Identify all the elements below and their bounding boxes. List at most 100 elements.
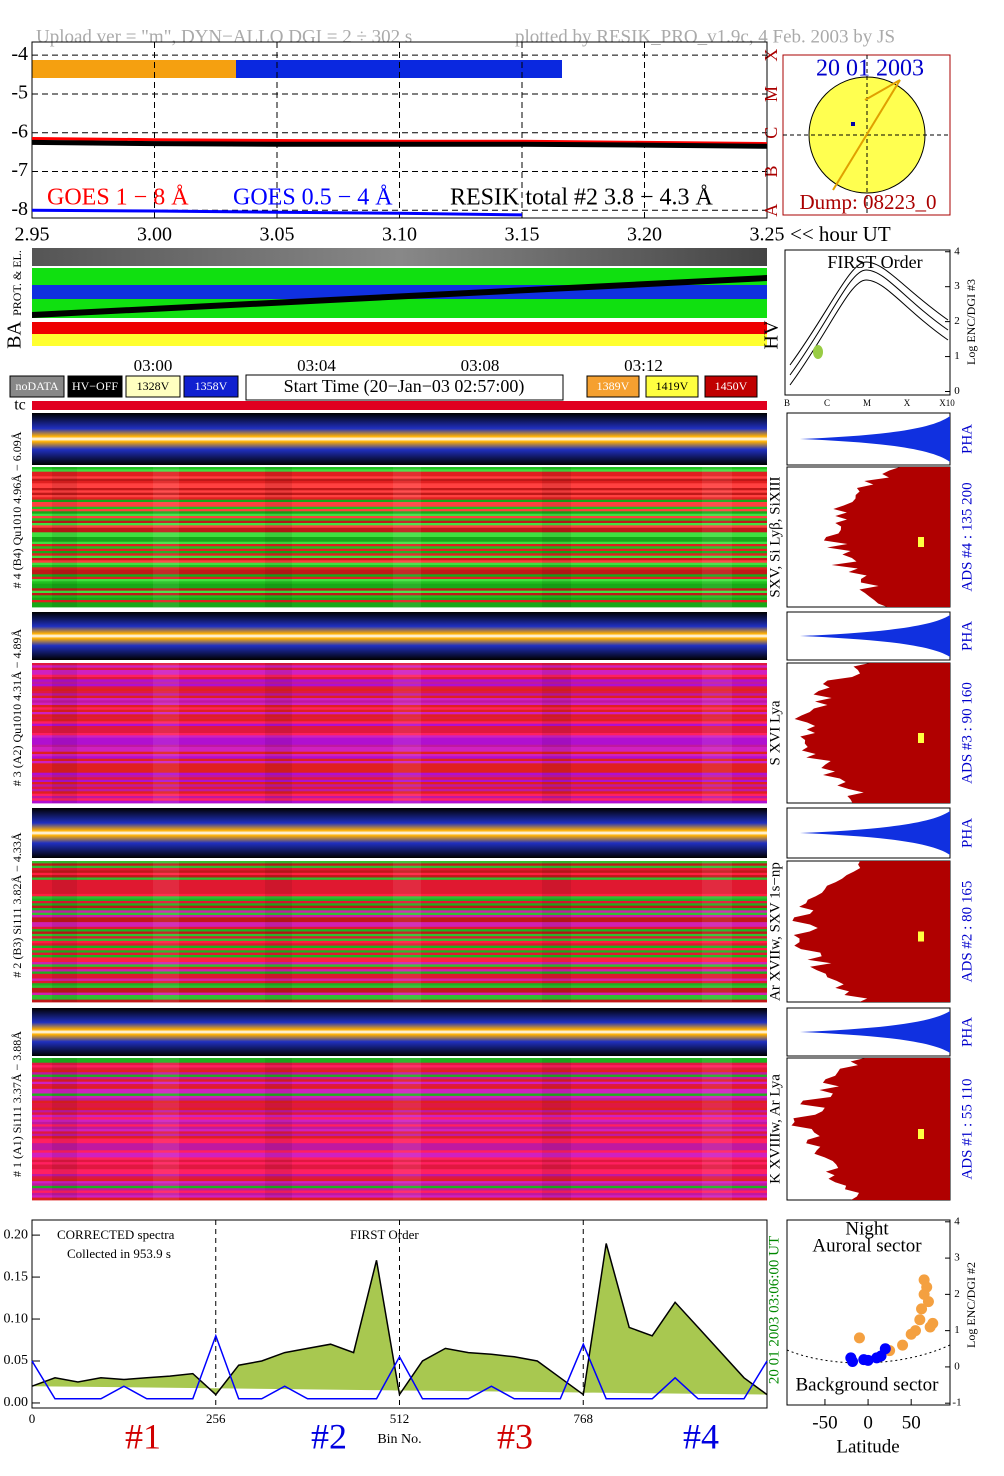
- spectrogram-stripe: [32, 861, 767, 864]
- spectrogram-stripe: [32, 870, 767, 874]
- time-block: [153, 861, 179, 1002]
- spectrogram-stripe: [32, 574, 767, 577]
- time-label: 03:08: [461, 356, 500, 375]
- spectrogram-stripe: [32, 1081, 767, 1085]
- spectrogram-stripe: [32, 1159, 767, 1163]
- spectrogram-stripe: [32, 1105, 767, 1109]
- spectrogram-stripe: [32, 700, 767, 703]
- spectrogram-stripe: [32, 665, 767, 668]
- spectrogram-stripe: [32, 1095, 767, 1099]
- key-box: [586, 375, 640, 398]
- spectrogram-stripe: [32, 1112, 767, 1116]
- spectrogram-stripe: [32, 1150, 767, 1154]
- spectrogram-stripe: [32, 674, 767, 678]
- spectrogram-stripe: [32, 586, 767, 589]
- time-block: [393, 467, 421, 607]
- ba-strip: [32, 322, 767, 334]
- spectrogram-stripe: [32, 922, 767, 925]
- spectrogram-stripe: [32, 691, 767, 694]
- key-label: 1389V: [597, 379, 630, 393]
- y2-tick-label: M: [761, 86, 781, 102]
- spectrogram-stripe: [32, 796, 767, 799]
- spectrogram-stripe: [32, 1185, 767, 1189]
- time-block: [393, 1058, 421, 1200]
- y-tick-label: 2: [954, 315, 960, 327]
- spectrogram-stripe: [32, 884, 767, 888]
- scatter-point: [879, 1343, 891, 1355]
- spectrogram-stripe: [32, 955, 767, 958]
- channel-label: # 3 (A2) Qu1010 4.31Å − 4.89Å: [10, 628, 24, 786]
- status-bar: [32, 60, 236, 78]
- spectrogram-stripe: [32, 1086, 767, 1090]
- spectrogram-stripe: [32, 707, 767, 710]
- spectrogram-stripe: [32, 485, 767, 489]
- channel-label: # 4 (B4) Qu1010 4.96Å − 6.09Å: [10, 431, 24, 588]
- ads-label: ADS #1 : 55 110: [959, 1078, 975, 1179]
- spectrogram-stripe: [32, 1119, 767, 1123]
- spectrogram-stripe: [32, 481, 767, 484]
- spectrogram-stripe: [32, 786, 767, 790]
- spectrogram-stripe: [32, 698, 767, 701]
- start-time: Start Time (20−Jan−03 02:57:00): [284, 376, 525, 397]
- lines-label: K XVIIIw, Ar Lya: [767, 1074, 783, 1184]
- spectrogram-stripe: [32, 511, 767, 514]
- spectrogram-stripe: [32, 983, 767, 986]
- channel-label: # 2 (B3) Si111 3.82Å − 4.33Å: [10, 832, 24, 978]
- spectrogram-stripe: [32, 772, 767, 776]
- spectrogram-stripe: [32, 490, 767, 493]
- spectrogram-stripe: [32, 793, 767, 797]
- prot-line: [32, 275, 767, 318]
- time-block: [265, 467, 292, 607]
- x-tick-label: 0: [863, 1412, 873, 1433]
- spectrogram-stripe: [32, 544, 767, 547]
- spectrogram-stripe: [32, 777, 767, 780]
- spectrogram-stripe: [32, 1100, 767, 1104]
- spectrogram-stripe: [32, 548, 767, 552]
- spectrogram-stripe: [32, 868, 767, 871]
- spectrogram-stripe: [32, 1195, 767, 1199]
- section-label: #1: [125, 1416, 161, 1456]
- spectrogram-stripe: [32, 992, 767, 996]
- spectrogram-stripe: [32, 576, 767, 580]
- spectrogram-stripe: [32, 693, 767, 696]
- spectrogram-stripe: [32, 705, 767, 708]
- spectrogram-stripe: [32, 1060, 767, 1064]
- spectrogram-stripe: [32, 600, 767, 603]
- spectrogram-stripe: [32, 770, 767, 773]
- tc-strip: [32, 401, 767, 410]
- channel-label: # 1 (A1) Si111 3.37Å − 3.88Å: [10, 1031, 24, 1177]
- lines-label: SXV, Si Lyβ, SiXIII: [767, 476, 783, 597]
- spectrogram-stripe: [32, 962, 767, 965]
- spectrogram-stripe: [32, 721, 767, 724]
- time-block: [52, 1058, 77, 1200]
- spectrogram-stripe: [32, 931, 767, 935]
- spectrogram-stripe: [32, 1190, 767, 1194]
- x-tick-label: 2.95: [15, 224, 50, 246]
- spectrogram-stripe: [32, 735, 767, 738]
- spectrogram-stripe: [32, 1076, 767, 1080]
- key-label: HV−OFF: [72, 379, 118, 393]
- annotation: CORRECTED spectra: [57, 1227, 175, 1242]
- spectrogram-stripe: [32, 672, 767, 675]
- spectrogram-stripe: [32, 567, 767, 570]
- spectrogram-stripe: [32, 1129, 767, 1132]
- spectrogram-stripe: [32, 1171, 767, 1175]
- time-block: [153, 1058, 179, 1200]
- x-tick-label: -50: [812, 1412, 837, 1433]
- spectrogram-stripe: [32, 502, 767, 505]
- key-box: [125, 375, 181, 398]
- spectrogram-stripe: [32, 995, 767, 998]
- spectrogram-stripe: [32, 684, 767, 687]
- x-axis-label: Bin No.: [377, 1432, 421, 1447]
- spectrogram-stripe: [32, 733, 767, 736]
- time-label: 03:12: [624, 356, 663, 375]
- y-axis-label: Log ENC/DGI #2: [964, 1262, 978, 1348]
- spectrogram-stripe: [32, 1065, 767, 1068]
- time-block: [702, 467, 732, 607]
- key-label: 1450V: [715, 379, 748, 393]
- ba-strip: [32, 334, 767, 346]
- spectrogram-stripe: [32, 488, 767, 491]
- spectrogram-stripe: [32, 1058, 767, 1061]
- x-tick-label: 3.05: [260, 224, 295, 246]
- spectrogram-stripe: [32, 908, 767, 911]
